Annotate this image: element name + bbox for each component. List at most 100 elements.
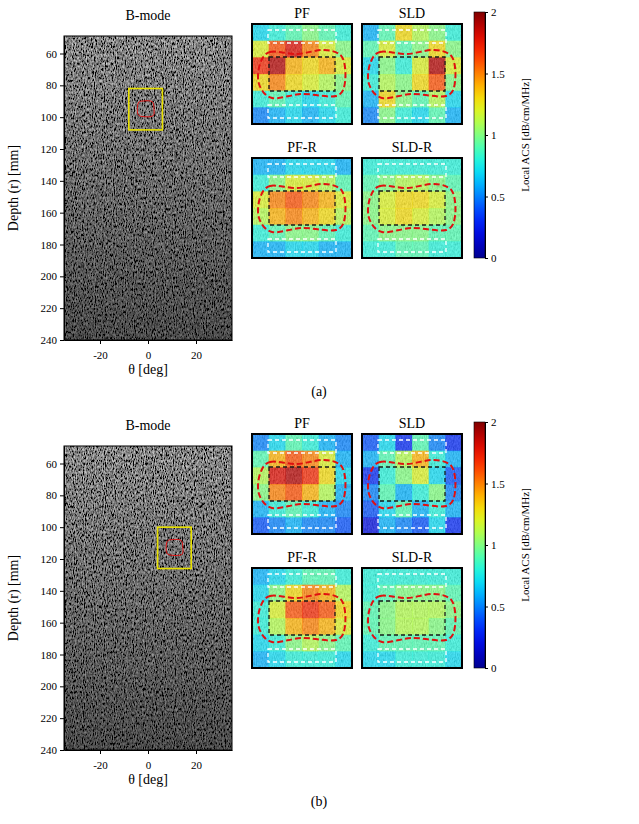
heat-cell [285,158,302,175]
map-background [252,434,352,534]
heat-cell [335,517,352,534]
tick-label: 140 [41,585,58,597]
heat-cell [395,568,412,585]
map-background [252,158,352,258]
x-axis: -20020 [65,340,233,361]
heat-cell [252,434,269,451]
tick-label: 2 [491,416,497,428]
heat-cell [302,618,319,635]
heat-cell [319,467,336,484]
inclusion-contour [258,184,346,232]
tick-mark [60,276,64,277]
heat-cell [429,41,446,58]
heat-cell [319,568,336,585]
plot-frame [64,446,232,750]
heat-cell [445,24,462,41]
tick-label: 1 [491,129,497,141]
tick-mark [60,655,64,656]
heat-cell [285,24,302,41]
heat-cell [252,451,269,468]
heat-cell [269,568,286,585]
tick-mark [60,750,64,751]
heat-cell [335,175,352,192]
tick: 0 [146,750,152,771]
heat-cell [252,241,269,258]
heat-cell [379,208,396,225]
heat-cell [395,74,412,91]
tick-mark [100,340,101,344]
heat-cell [302,568,319,585]
tick-mark [485,258,488,259]
tick-mark [485,135,488,136]
tick: 180 [41,239,65,251]
heat-cell [445,41,462,58]
heat-cell [302,24,319,41]
heat-cell [319,241,336,258]
tick: 60 [46,458,64,470]
heat-cell [335,74,352,91]
tick-label: 200 [41,680,58,692]
heat-cell [412,74,429,91]
map-frame [252,158,352,258]
heat-cell [445,434,462,451]
acs-map: SLD [362,416,463,535]
heat-cell [269,74,286,91]
heat-cell [445,517,462,534]
tick: -20 [93,340,108,361]
heat-cell [362,158,379,175]
heat-cell [395,484,412,501]
heat-cell [412,158,429,175]
tick: 0 [146,340,152,361]
tick-label: 100 [41,111,58,123]
heat-cell [252,24,269,41]
heat-cell [252,107,269,124]
tick-label: -20 [93,759,108,771]
heat-cell [395,191,412,208]
tick: 1 [485,539,497,551]
tick: 1.5 [485,478,505,490]
tick-label: 0 [491,252,497,264]
inclusion-contour [368,460,456,508]
heat-cell [429,241,446,258]
tick-mark [485,12,488,13]
bmode-image [64,36,232,340]
heat-cell [362,24,379,41]
colorbar-title: Local ACS [dB/cm/MHz] [519,488,531,602]
axis-line [64,447,65,751]
tick: 100 [41,111,65,123]
heat-cell [429,24,446,41]
heat-cell [445,585,462,602]
tick: 200 [41,680,65,692]
heat-cell [302,434,319,451]
heat-cell [429,651,446,668]
bmode-title: B-mode [125,8,170,23]
heat-cell [429,191,446,208]
tick-label: 0.5 [491,191,505,203]
tick: 60 [46,48,64,60]
map-frame [362,568,462,668]
bmode-shading [64,36,232,340]
acs-map: PF-R [252,550,353,669]
tick-mark [60,181,64,182]
tick: 0.5 [485,191,505,203]
heat-cell [429,568,446,585]
cells [362,158,462,258]
map-title: SLD [399,416,425,431]
panel: 6080100120140160180200220240-20020B-mode… [6,6,531,400]
heat-cell [362,618,379,635]
heat-cell [395,467,412,484]
tick-label: 2 [491,6,497,18]
heat-cell [335,618,352,635]
tick-mark [60,85,64,86]
heat-cell [412,107,429,124]
heat-cell [379,568,396,585]
heat-cell [269,618,286,635]
heat-cell [379,107,396,124]
tick-label: 80 [46,79,58,91]
inclusion-box [269,467,335,501]
tick: 220 [41,712,65,724]
inclusion-box [269,601,335,635]
y-axis-title: Depth (r) [mm] [6,145,22,231]
acs-map: SLD-R [362,550,463,669]
colorbar-title: Local ACS [dB/cm/MHz] [519,78,531,192]
